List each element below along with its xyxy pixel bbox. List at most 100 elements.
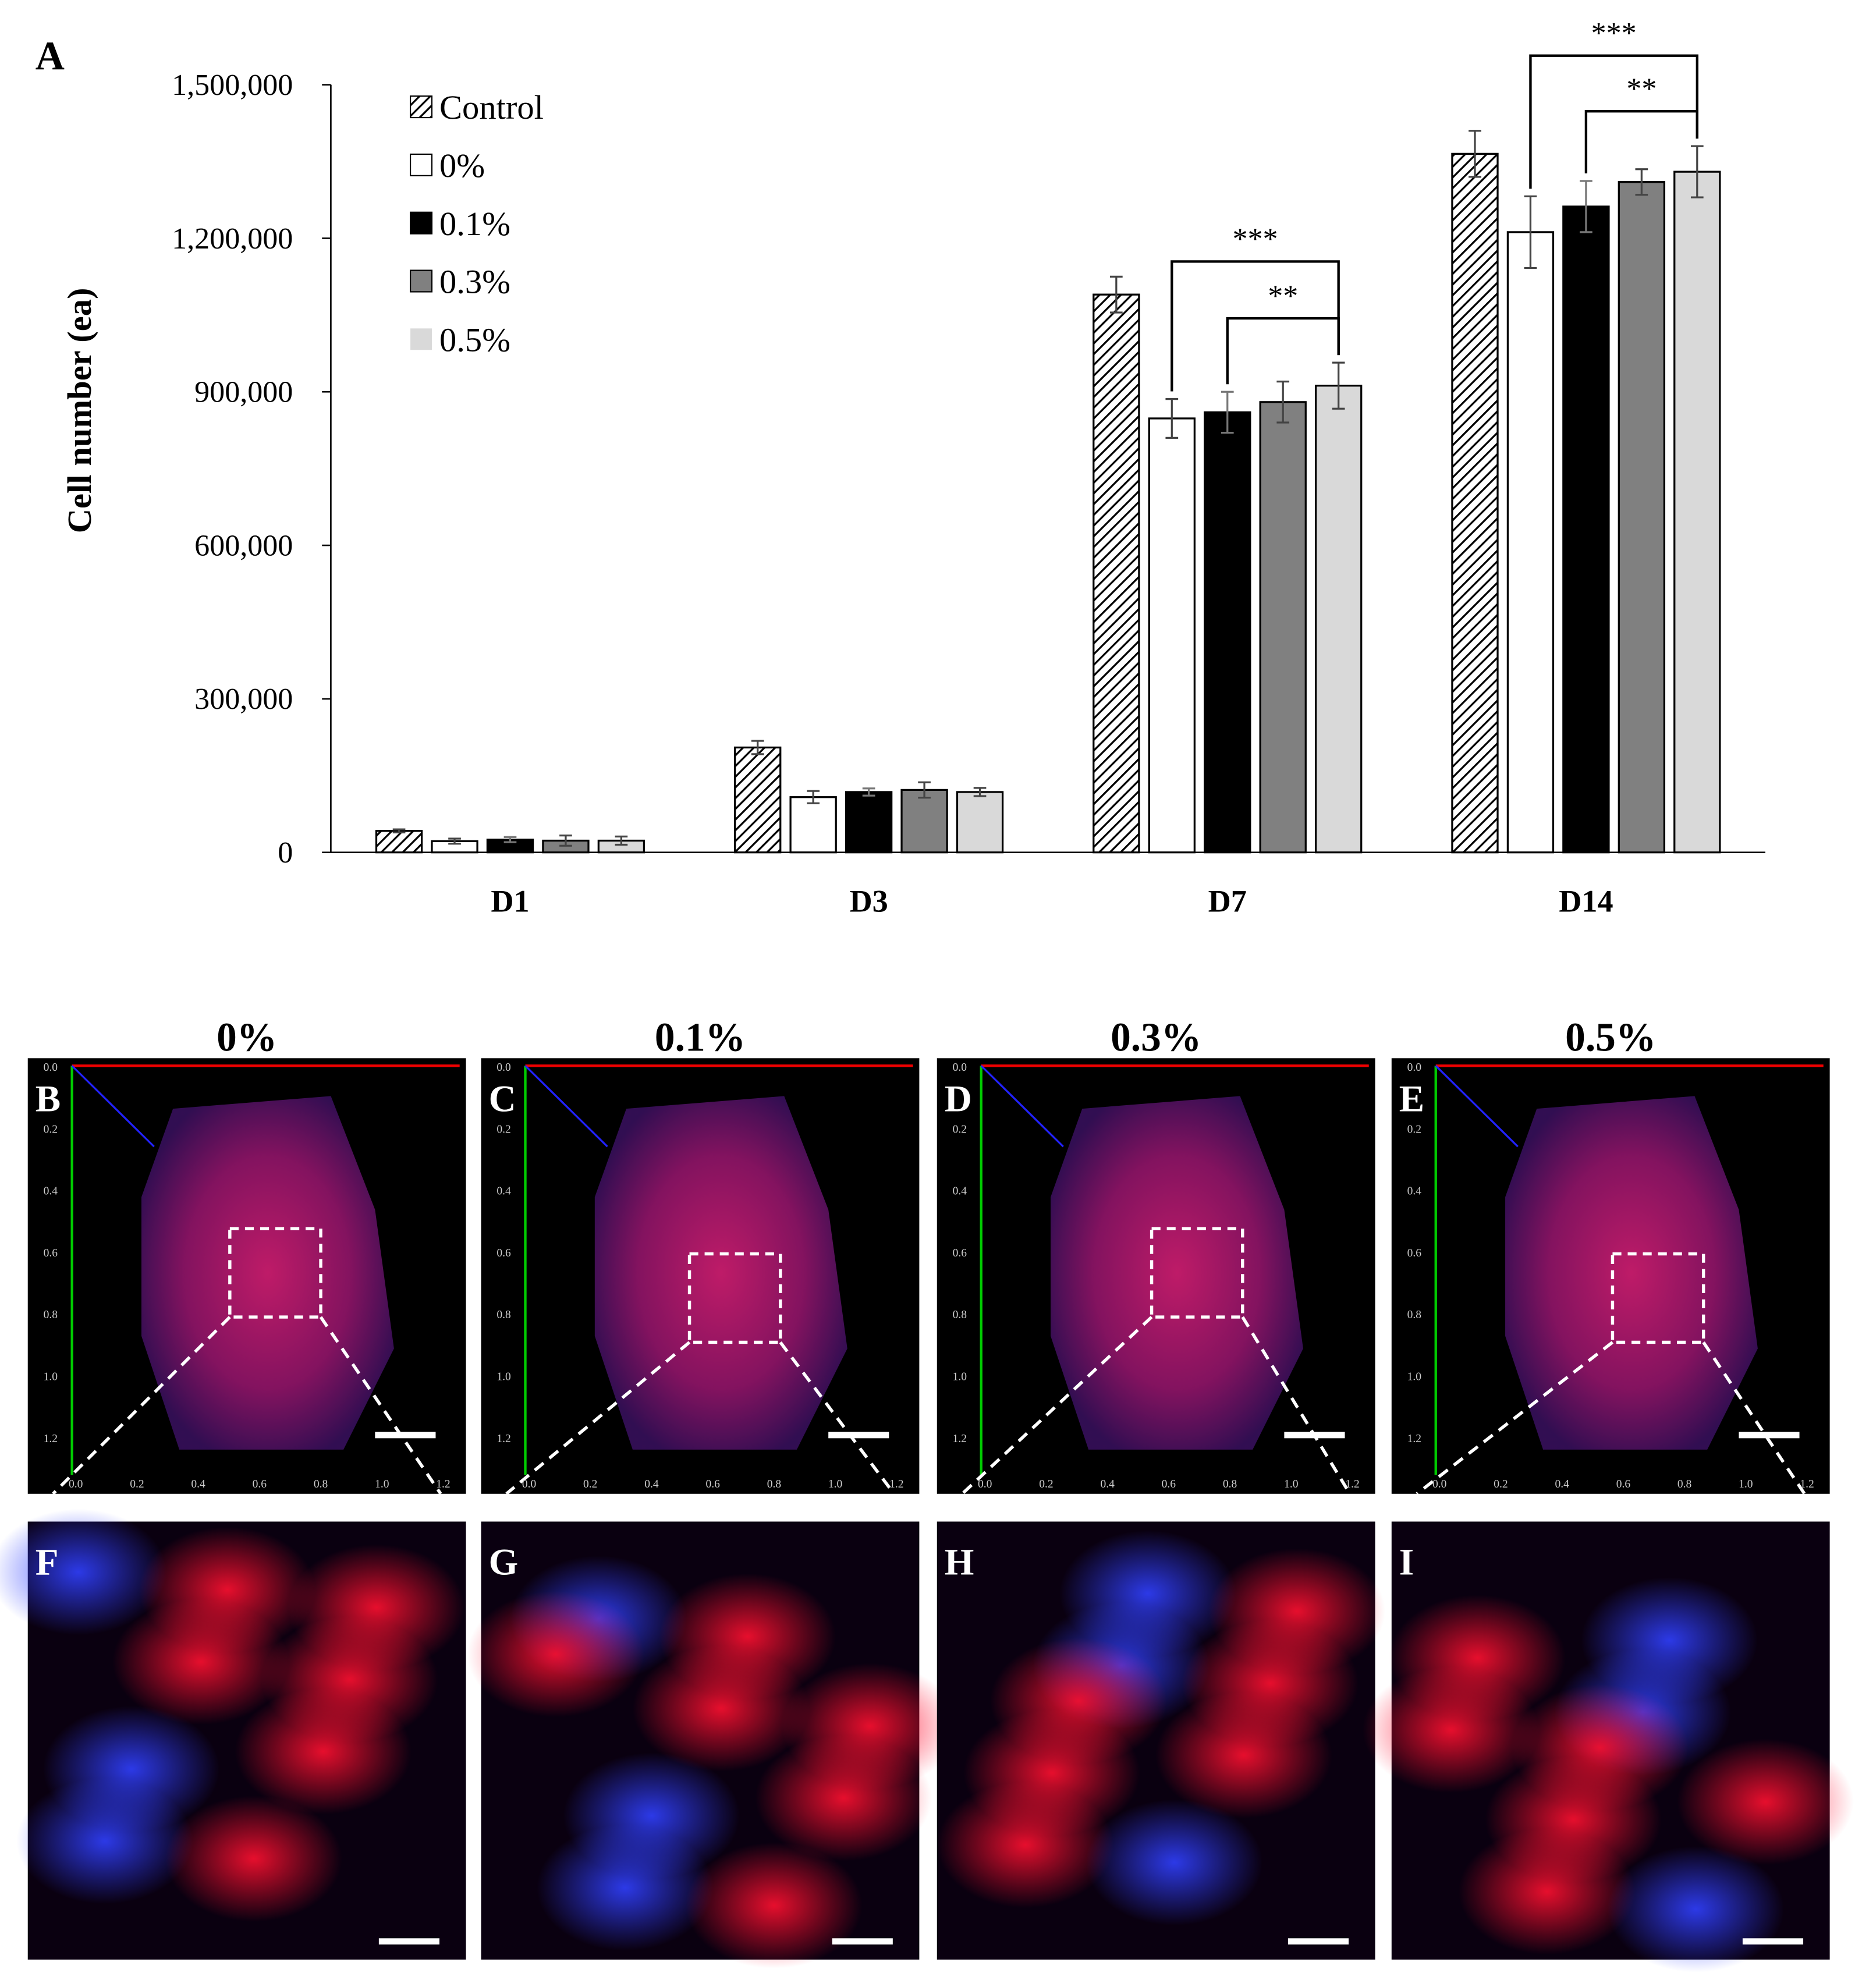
significance-bracket xyxy=(1584,110,1698,173)
y-tick-label: 900,000 xyxy=(194,376,293,409)
error-bar xyxy=(1469,130,1481,178)
stain xyxy=(1511,1684,1689,1811)
x-tick-label: D1 xyxy=(491,884,529,919)
volume-tick: 1.2 xyxy=(496,1433,510,1445)
y-tick-label: 300,000 xyxy=(194,683,293,716)
volume-tick: 0.4 xyxy=(1407,1185,1422,1198)
x-tick-label: D7 xyxy=(1208,884,1247,919)
volume-tick: 1.0 xyxy=(828,1478,843,1490)
error-bar xyxy=(1332,361,1345,410)
volume-tick: 1.0 xyxy=(375,1478,389,1490)
significance-label: *** xyxy=(1591,17,1637,50)
significance-label: ** xyxy=(1626,72,1657,105)
zoom-lines xyxy=(1416,1341,1806,1495)
volume-tick: 0.8 xyxy=(767,1478,782,1490)
stain xyxy=(989,1638,1167,1765)
volume-tick: 0.4 xyxy=(1100,1478,1115,1490)
bar xyxy=(1673,171,1721,854)
legend-label: 0% xyxy=(439,147,485,184)
bar xyxy=(1314,385,1363,854)
volume-tick: 0.0 xyxy=(1407,1062,1422,1074)
volume-tick: 0.2 xyxy=(583,1478,597,1490)
volume-tick: 0.2 xyxy=(1407,1123,1421,1135)
volume-tick: 1.2 xyxy=(1407,1433,1421,1445)
error-bar xyxy=(807,790,820,804)
stain xyxy=(0,1508,167,1635)
volume-tick: 0.4 xyxy=(191,1478,205,1490)
volume-tick: 0.0 xyxy=(496,1062,511,1074)
tissue xyxy=(1051,1096,1303,1450)
legend-swatch xyxy=(410,211,433,235)
volume-tick: 0.4 xyxy=(496,1185,511,1198)
significance-bracket xyxy=(1529,54,1698,189)
y-tick-label: 0 xyxy=(278,836,293,869)
bar xyxy=(1204,411,1251,854)
bar xyxy=(1259,401,1307,854)
y-tick-label: 600,000 xyxy=(194,529,293,562)
volume-tick: 0.6 xyxy=(1616,1478,1631,1490)
error-bar xyxy=(1635,168,1648,196)
error-bar xyxy=(392,828,406,834)
legend-swatch xyxy=(410,95,433,119)
stain xyxy=(1086,1799,1263,1926)
panel-label: A xyxy=(36,34,65,79)
volume-tick: 0.2 xyxy=(130,1478,144,1490)
volume-tick: 0.4 xyxy=(953,1185,967,1198)
axis-blue xyxy=(980,1065,1064,1148)
volume-tick: 0.2 xyxy=(1039,1478,1053,1490)
error-bar xyxy=(1221,390,1234,434)
panel-label: C xyxy=(489,1078,516,1120)
volume-tick: 0.2 xyxy=(44,1123,58,1135)
volume-tick: 1.2 xyxy=(436,1478,450,1490)
error-bar xyxy=(1580,180,1592,233)
significance-bracket xyxy=(1226,317,1340,385)
volume-tick: 1.0 xyxy=(1407,1371,1422,1383)
error-bar xyxy=(1165,397,1179,439)
tissue xyxy=(141,1096,394,1450)
stain xyxy=(42,1706,220,1833)
error-bar xyxy=(862,787,875,797)
y-tick-label: 1,200,000 xyxy=(172,222,293,255)
volume-tick: 0.8 xyxy=(953,1309,967,1321)
error-bar xyxy=(973,787,987,797)
image-title: 0% xyxy=(217,1015,277,1060)
x-tick-label: D14 xyxy=(1559,884,1613,919)
legend-label: Control xyxy=(439,88,544,126)
panel-label: H xyxy=(945,1542,974,1584)
volume-tick: 0.8 xyxy=(496,1309,511,1321)
volume-tick: 0.0 xyxy=(69,1478,83,1490)
bar xyxy=(375,830,423,854)
volume-tick: 0.0 xyxy=(978,1478,992,1490)
significance-label: ** xyxy=(1268,279,1298,313)
volume-tick: 1.0 xyxy=(44,1371,58,1383)
error-bar xyxy=(448,837,461,845)
zoom-box xyxy=(1150,1227,1244,1319)
volume-tick: 0.0 xyxy=(953,1062,967,1074)
volume-tick: 1.0 xyxy=(1739,1478,1753,1490)
scale-bar xyxy=(1287,1938,1349,1945)
scale-bar xyxy=(828,1432,889,1439)
significance-label: *** xyxy=(1232,223,1278,256)
volume-tick: 0.8 xyxy=(1223,1478,1237,1490)
error-bar xyxy=(1109,275,1123,314)
scale-bar xyxy=(378,1938,439,1945)
volume-tick: 1.0 xyxy=(953,1371,967,1383)
image-title: 0.1% xyxy=(655,1015,746,1060)
volume-tick: 0.0 xyxy=(522,1478,537,1490)
bar xyxy=(1148,417,1196,854)
error-bar xyxy=(918,781,931,799)
volume-tick: 1.2 xyxy=(889,1478,903,1490)
stain xyxy=(563,1752,740,1879)
volume-tick: 0.4 xyxy=(44,1185,58,1198)
bar xyxy=(1562,205,1610,854)
bar xyxy=(789,796,837,854)
volume-tick: 1.2 xyxy=(1345,1478,1359,1490)
stain xyxy=(1581,1577,1758,1703)
stain xyxy=(467,1591,644,1717)
volume-tick: 0.4 xyxy=(644,1478,659,1490)
panel-label: B xyxy=(36,1078,61,1120)
image-title: 0.3% xyxy=(1111,1015,1201,1060)
volume-tick: 0.0 xyxy=(1432,1478,1447,1490)
volume-tick: 0.2 xyxy=(496,1123,510,1135)
